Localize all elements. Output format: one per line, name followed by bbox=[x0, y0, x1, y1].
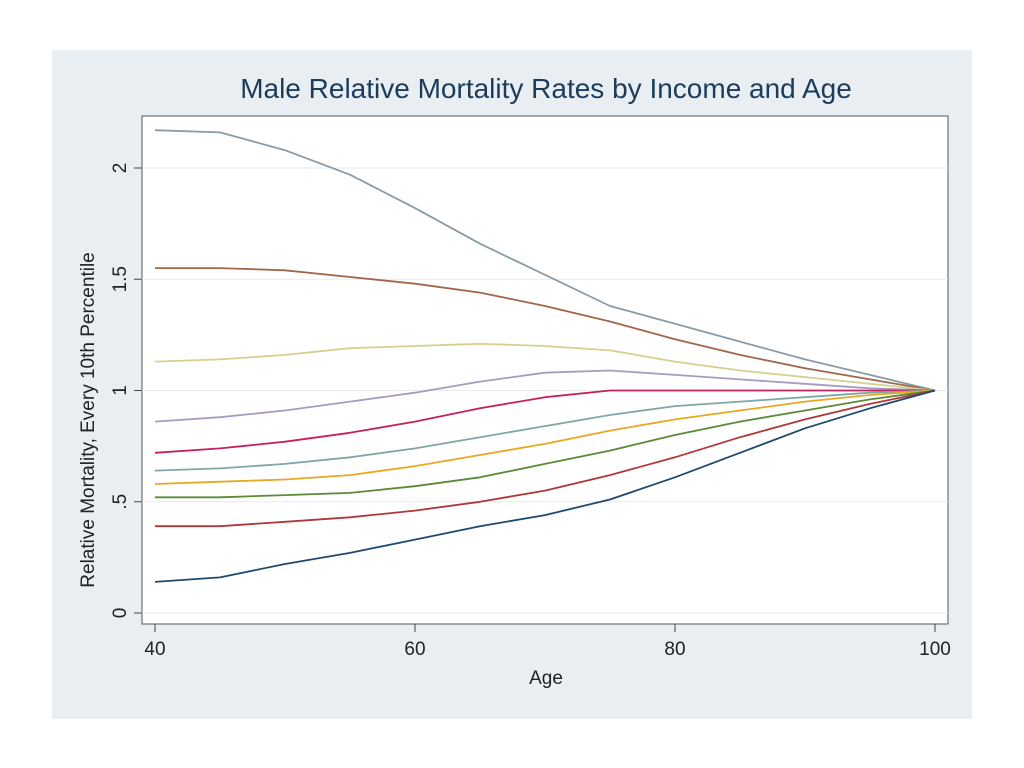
plot-area bbox=[141, 115, 949, 625]
y-tick-label: 0 bbox=[110, 608, 131, 619]
line-chart: Male Relative Mortality Rates by Income … bbox=[78, 73, 951, 689]
x-axis-label: Age bbox=[529, 668, 563, 689]
y-tick-label: .5 bbox=[110, 494, 131, 510]
series-line-4 bbox=[154, 369, 936, 423]
x-tick-label: 100 bbox=[919, 639, 951, 660]
y-axis-label: Relative Mortality, Every 10th Percentil… bbox=[78, 252, 99, 587]
series-line-2 bbox=[155, 267, 936, 392]
series-lines bbox=[154, 129, 936, 583]
series-line-10 bbox=[154, 389, 936, 583]
series-line-7 bbox=[154, 389, 936, 485]
series-line-1 bbox=[154, 129, 936, 392]
y-tick-label: 1.5 bbox=[110, 266, 131, 292]
chart-panel: Male Relative Mortality Rates by Income … bbox=[52, 50, 972, 719]
series-line-8 bbox=[155, 389, 936, 499]
gridlines bbox=[142, 167, 948, 614]
y-tick-label: 1 bbox=[110, 385, 131, 396]
x-tick-label: 40 bbox=[144, 639, 165, 660]
chart-title: Male Relative Mortality Rates by Income … bbox=[240, 73, 852, 104]
series-line-6 bbox=[154, 389, 936, 472]
series-line-9 bbox=[155, 389, 936, 528]
axes: 0 .5 1 1.5 2 40 60 80 100 bbox=[110, 163, 951, 660]
y-tick-label: 2 bbox=[110, 163, 131, 174]
x-tick-label: 60 bbox=[404, 639, 425, 660]
series-line-5 bbox=[154, 389, 935, 454]
series-line-3 bbox=[154, 342, 936, 392]
x-tick-label: 80 bbox=[664, 639, 685, 660]
